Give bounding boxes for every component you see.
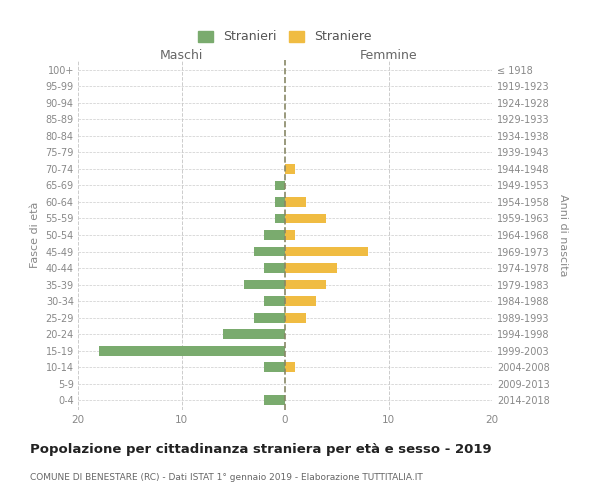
- Bar: [285, 246, 368, 256]
- Y-axis label: Anni di nascita: Anni di nascita: [558, 194, 568, 276]
- Bar: [99, 346, 285, 356]
- Y-axis label: Fasce di età: Fasce di età: [30, 202, 40, 268]
- Bar: [265, 230, 285, 240]
- Bar: [275, 197, 285, 207]
- Bar: [285, 280, 326, 289]
- Bar: [254, 312, 285, 322]
- Text: Popolazione per cittadinanza straniera per età e sesso - 2019: Popolazione per cittadinanza straniera p…: [30, 442, 491, 456]
- Bar: [244, 280, 285, 289]
- Legend: Stranieri, Straniere: Stranieri, Straniere: [192, 24, 378, 50]
- Bar: [265, 296, 285, 306]
- Text: Maschi: Maschi: [160, 48, 203, 62]
- Bar: [285, 164, 295, 174]
- Bar: [285, 263, 337, 273]
- Bar: [285, 312, 306, 322]
- Bar: [254, 246, 285, 256]
- Bar: [265, 362, 285, 372]
- Bar: [285, 296, 316, 306]
- Bar: [285, 214, 326, 224]
- Bar: [285, 362, 295, 372]
- Bar: [275, 214, 285, 224]
- Bar: [285, 230, 295, 240]
- Bar: [265, 263, 285, 273]
- Text: COMUNE DI BENESTARE (RC) - Dati ISTAT 1° gennaio 2019 - Elaborazione TUTTITALIA.: COMUNE DI BENESTARE (RC) - Dati ISTAT 1°…: [30, 472, 423, 482]
- Text: Femmine: Femmine: [359, 48, 418, 62]
- Bar: [275, 180, 285, 190]
- Bar: [265, 395, 285, 405]
- Bar: [223, 329, 285, 339]
- Bar: [285, 197, 306, 207]
